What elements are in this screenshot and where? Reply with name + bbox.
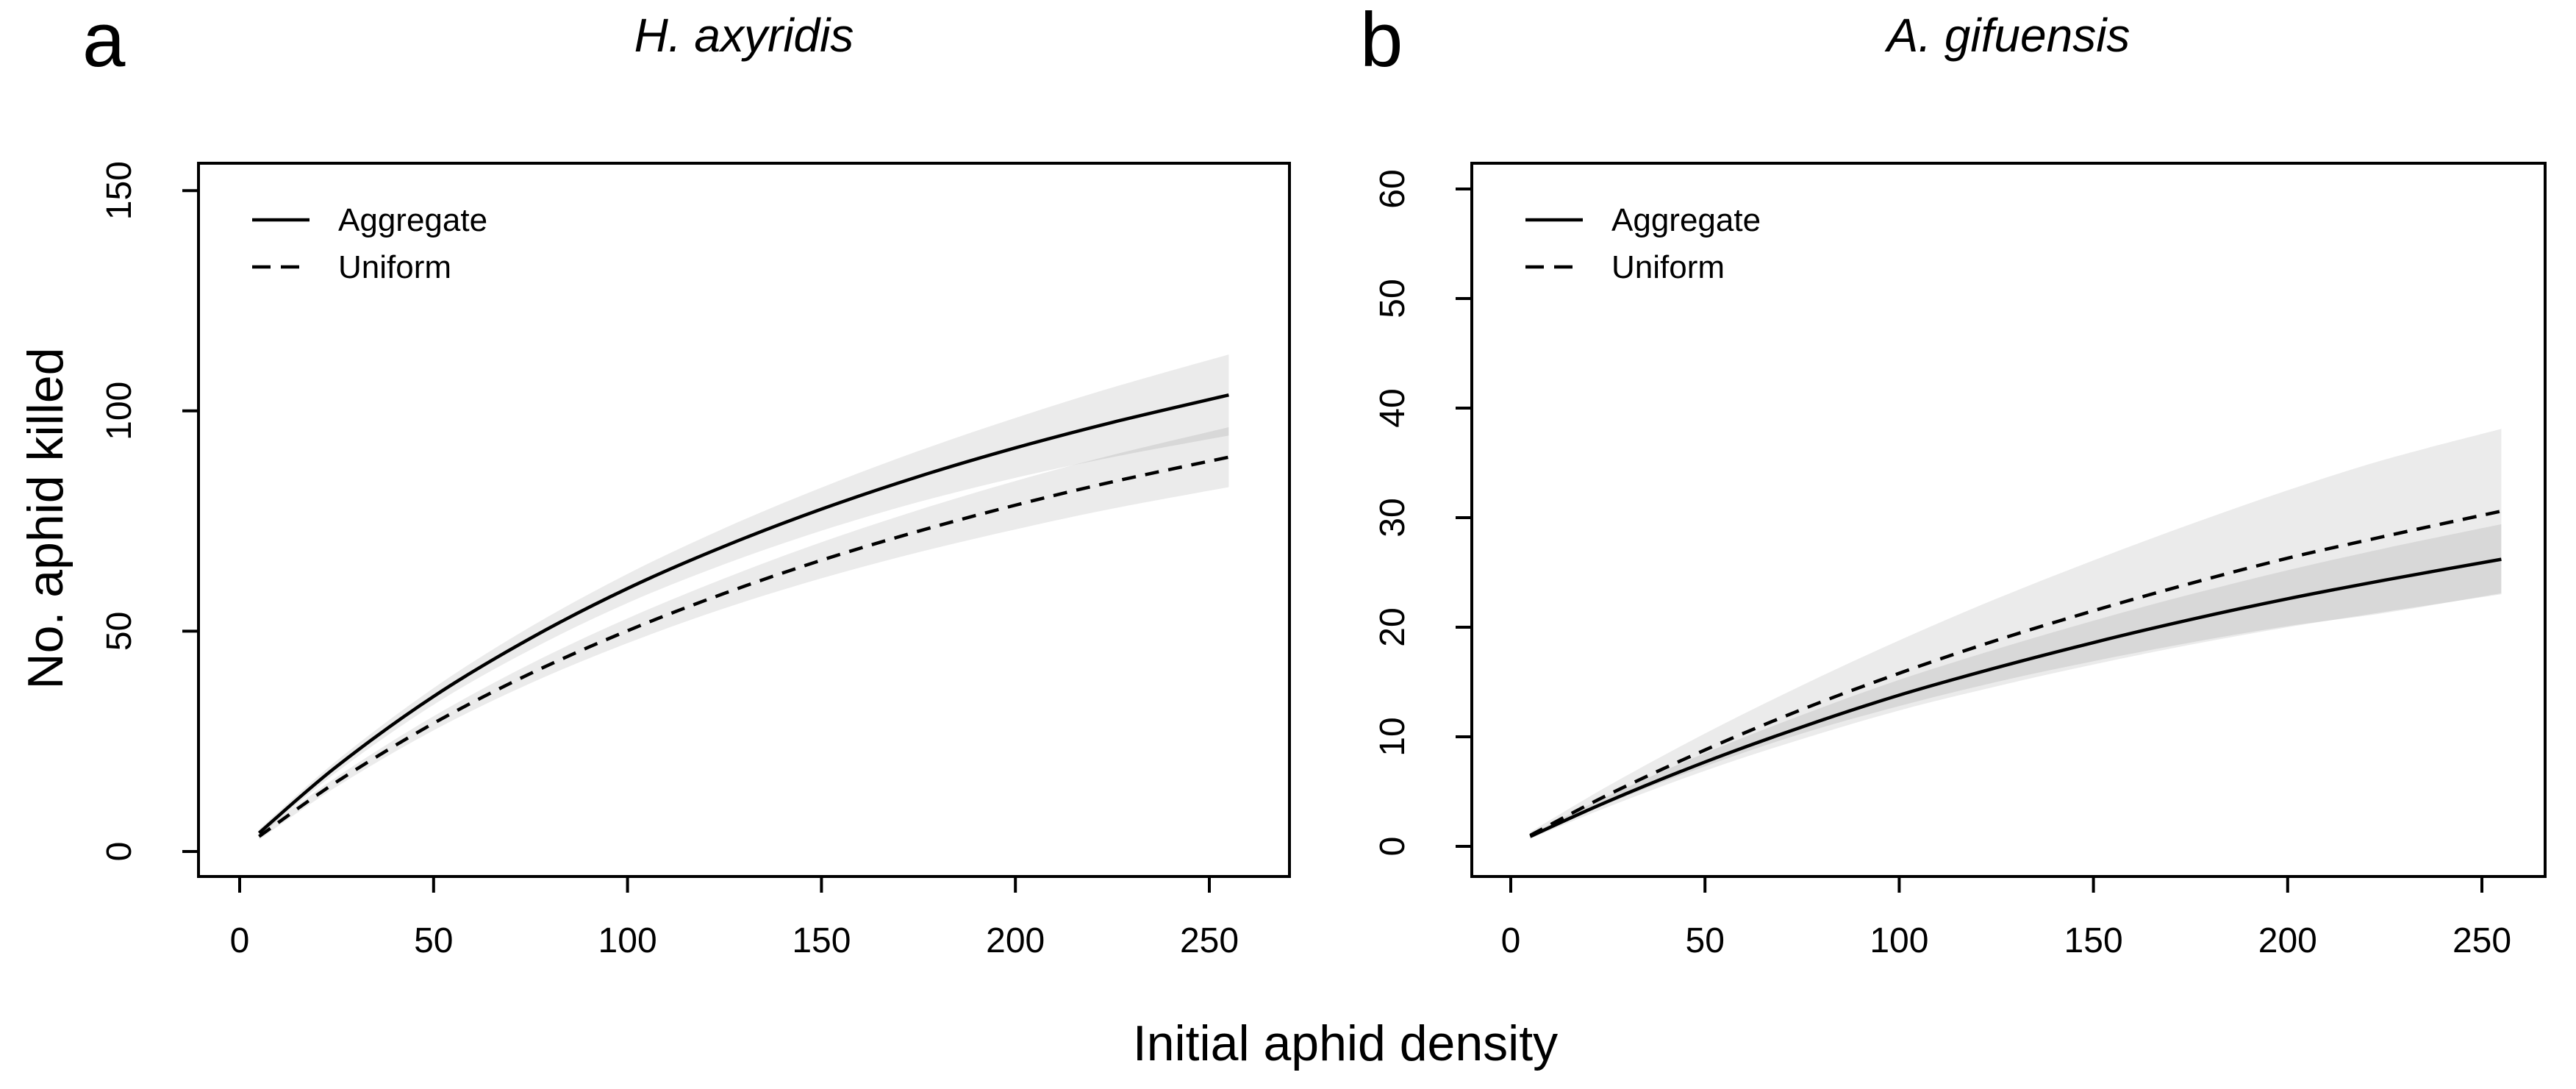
aggregate-curve [1529, 557, 2502, 838]
y-tick-label: 100 [100, 382, 139, 440]
panel-a-title: H. axyridis [634, 9, 854, 62]
panel-b-label: b [1360, 0, 1403, 83]
x-tick-label: 100 [598, 921, 657, 960]
y-tick-label: 150 [100, 161, 139, 220]
x-tick-label: 50 [1686, 921, 1725, 960]
y-tick-label: 50 [100, 612, 139, 651]
x-tick-label: 0 [1501, 921, 1521, 960]
x-tick-label: 100 [1870, 921, 1928, 960]
x-tick-label: 200 [986, 921, 1045, 960]
x-tick-label: 150 [792, 921, 851, 960]
plot-box [197, 162, 1291, 878]
aggregate-confidence-band [1530, 524, 2502, 839]
y-tick-label: 0 [100, 842, 139, 862]
plot-box [1470, 162, 2547, 878]
legend-label-uniform: Uniform [338, 249, 451, 285]
panel-a-plot: 0 50 100 150 200 250 0 50 100 150 Aggregate Uniform [100, 161, 1291, 960]
legend-label-aggregate: Aggregate [338, 202, 487, 238]
panel-b-plot: 0 50 100 150 200 250 0 10 20 30 40 50 60 Aggregate Uni… [1373, 162, 2547, 960]
panel-a-label: a [82, 0, 126, 83]
uniform-confidence-band [259, 427, 1229, 840]
legend-label-uniform: Uniform [1611, 249, 1725, 285]
x-tick-label: 250 [1180, 921, 1239, 960]
y-tick-label: 10 [1373, 717, 1412, 756]
y-tick-label: 30 [1373, 498, 1412, 537]
x-tick-label: 150 [2064, 921, 2123, 960]
uniform-curve [258, 455, 1229, 838]
y-tick-label: 60 [1373, 169, 1412, 208]
legend: Aggregate Uniform [252, 202, 487, 285]
panel-b-title: A. gifuensis [1886, 9, 2130, 62]
x-tick-label: 0 [230, 921, 250, 960]
x-tick-label: 250 [2452, 921, 2511, 960]
legend: Aggregate Uniform [1525, 202, 1761, 285]
x-tick-label: 50 [414, 921, 453, 960]
legend-label-aggregate: Aggregate [1611, 202, 1761, 238]
aggregate-confidence-band [259, 354, 1229, 837]
aggregate-curve [257, 393, 1229, 835]
y-tick-label: 0 [1373, 837, 1412, 857]
y-tick-label: 20 [1373, 607, 1412, 646]
x-tick-label: 200 [2258, 921, 2317, 960]
x-axis-label: Initial aphid density [1132, 1015, 1559, 1071]
y-tick-label: 40 [1373, 388, 1412, 427]
uniform-curve [1529, 509, 2502, 838]
y-tick-label: 50 [1373, 279, 1412, 318]
